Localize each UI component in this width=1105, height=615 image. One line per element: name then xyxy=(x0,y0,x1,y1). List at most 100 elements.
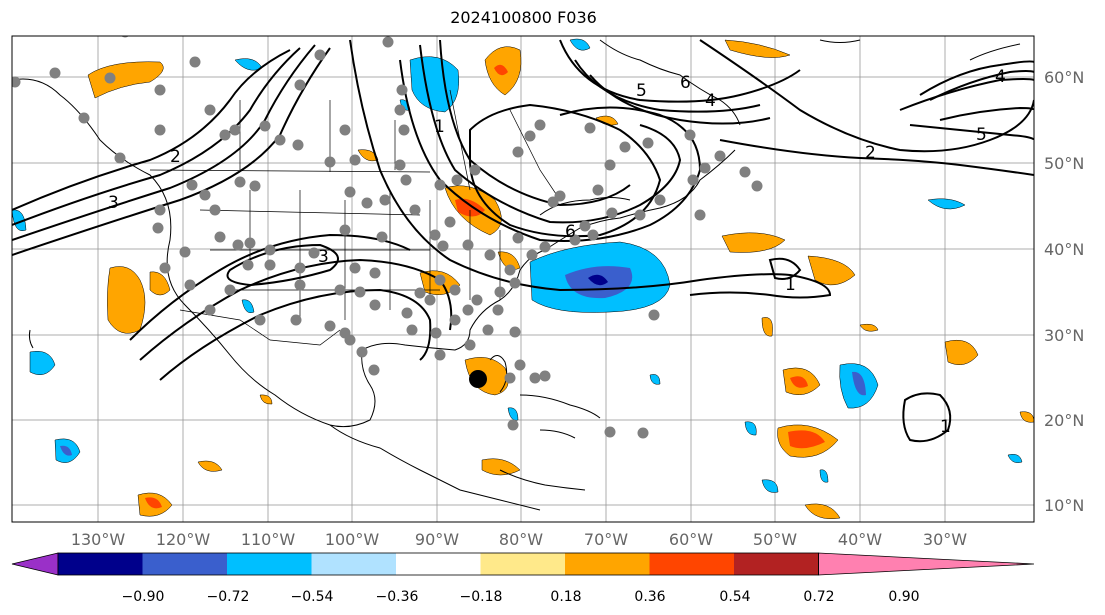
station-dot xyxy=(529,372,541,384)
contour-label: 6 xyxy=(680,73,691,93)
colorbar-tick-label: 0.36 xyxy=(634,589,665,605)
station-dot xyxy=(504,264,516,276)
station-dot xyxy=(379,194,391,206)
station-dot xyxy=(324,320,336,332)
colorbar-tick-label: −0.18 xyxy=(460,589,503,605)
colorbar-segment xyxy=(58,553,143,575)
lon-label: 90°W xyxy=(415,530,459,549)
station-dot xyxy=(401,307,413,319)
height-contours xyxy=(12,39,1034,443)
longitude-labels: 130°W 120°W 110°W 100°W 90°W 80°W 70°W 6… xyxy=(71,530,967,549)
station-dot xyxy=(369,299,381,311)
station-dot xyxy=(526,249,538,261)
station-dot xyxy=(699,162,711,174)
lon-label: 80°W xyxy=(499,530,543,549)
station-dot xyxy=(437,240,449,252)
station-dot xyxy=(49,67,61,79)
station-dot xyxy=(398,124,410,136)
lon-label: 110°W xyxy=(241,530,296,549)
contour-label: 5 xyxy=(636,81,647,101)
lon-label: 100°W xyxy=(325,530,380,549)
station-dot xyxy=(449,284,461,296)
colorbar-tick-labels: −0.90 −0.72 −0.54 −0.36 −0.18 0.18 0.36 … xyxy=(122,589,920,605)
station-dot xyxy=(648,309,660,321)
station-dot xyxy=(152,222,164,234)
station-dot xyxy=(587,229,599,241)
station-dot xyxy=(739,166,751,178)
station-dot xyxy=(356,346,368,358)
station-dot xyxy=(751,180,763,192)
station-dot xyxy=(547,196,559,208)
station-dot xyxy=(78,112,90,124)
station-dot xyxy=(484,249,496,261)
station-dot xyxy=(579,220,591,232)
station-dot xyxy=(471,294,483,306)
station-dot xyxy=(514,359,526,371)
station-dot xyxy=(274,134,286,146)
station-dot xyxy=(334,284,346,296)
station-dot xyxy=(406,324,418,336)
station-dot xyxy=(539,370,551,382)
station-dot xyxy=(104,72,116,84)
colorbar-tick-label: −0.36 xyxy=(376,589,419,605)
colorbar-segment xyxy=(311,553,397,575)
contour-label: 2 xyxy=(170,147,181,167)
lon-label: 70°W xyxy=(584,530,628,549)
map-frame xyxy=(11,35,1035,523)
colorbar-tick-label: 0.90 xyxy=(888,589,919,605)
station-dot xyxy=(354,286,366,298)
station-markers xyxy=(12,36,763,439)
station-dot xyxy=(214,231,226,243)
colorbar-segment xyxy=(142,553,228,575)
station-dot xyxy=(204,304,216,316)
contour-label: 3 xyxy=(108,193,119,213)
station-dot xyxy=(449,314,461,326)
station-dot xyxy=(12,76,21,88)
station-dot xyxy=(512,232,524,244)
station-dot xyxy=(637,427,649,439)
station-dot xyxy=(114,152,126,164)
lat-label: 20°N xyxy=(1044,411,1084,430)
station-dot xyxy=(244,237,256,249)
contour-label: 4 xyxy=(995,67,1006,87)
station-dot xyxy=(259,120,271,132)
station-dot xyxy=(199,189,211,201)
station-dot xyxy=(232,239,244,251)
station-dot xyxy=(694,209,706,221)
station-dot xyxy=(339,327,351,339)
station-dot xyxy=(294,79,306,91)
station-dot xyxy=(179,246,191,258)
colorbar-tick-label: 0.54 xyxy=(719,589,750,605)
lat-label: 60°N xyxy=(1044,68,1084,87)
lat-label: 10°N xyxy=(1044,496,1084,515)
colorbar-extend-max xyxy=(818,552,1035,576)
station-dot xyxy=(349,154,361,166)
contour-label: 1 xyxy=(434,117,445,137)
lon-label: 30°W xyxy=(923,530,967,549)
lon-label: 40°W xyxy=(838,530,882,549)
station-dot xyxy=(469,164,481,176)
station-dot xyxy=(159,262,171,274)
colorbar-segment xyxy=(734,553,819,575)
contour-label: 4 xyxy=(705,91,716,111)
station-dot xyxy=(368,364,380,376)
station-dot xyxy=(186,179,198,191)
station-dot xyxy=(569,234,581,246)
station-dot xyxy=(524,130,536,142)
station-dot xyxy=(509,326,521,338)
station-dot xyxy=(154,204,166,216)
colorbar-tick-label: 0.18 xyxy=(550,589,581,605)
contour-label: 5 xyxy=(976,125,987,145)
map-area xyxy=(12,36,1034,522)
station-dot xyxy=(154,124,166,136)
station-dot xyxy=(409,204,421,216)
station-dot xyxy=(642,137,654,149)
station-dot xyxy=(254,314,266,326)
station-dot xyxy=(414,287,426,299)
station-dot xyxy=(604,426,616,438)
lon-label: 60°W xyxy=(669,530,713,549)
station-dot xyxy=(209,204,221,216)
colorbar-extend-min xyxy=(11,552,59,576)
station-dot xyxy=(189,56,201,68)
